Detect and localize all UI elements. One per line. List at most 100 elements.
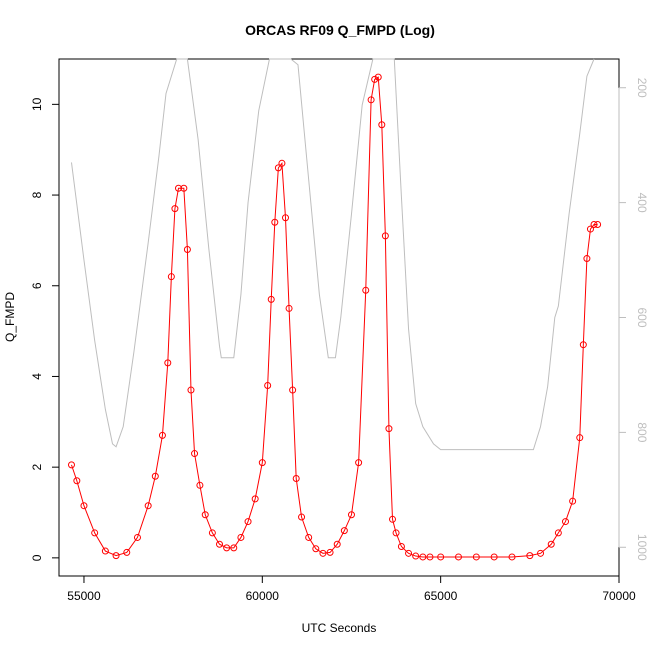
q-fmpd-point	[554, 529, 562, 537]
q-fmpd-point	[590, 221, 598, 229]
plot-frame	[58, 58, 620, 577]
y-tick-label: 10	[30, 97, 44, 111]
q-fmpd-point	[576, 434, 584, 442]
q-fmpd-point	[180, 184, 188, 192]
y2-tick-label: 800	[635, 422, 649, 442]
q-fmpd-point	[274, 164, 282, 172]
q-fmpd-point	[454, 553, 462, 561]
q-fmpd-point	[381, 232, 389, 240]
q-fmpd-point	[579, 341, 587, 349]
q-fmpd-point	[223, 544, 231, 552]
q-fmpd-point	[371, 75, 379, 83]
q-fmpd-series	[67, 73, 602, 561]
q-fmpd-point	[405, 549, 413, 557]
q-fmpd-point	[333, 540, 341, 548]
x-tick-label: 65000	[424, 589, 458, 603]
q-fmpd-point	[385, 425, 393, 433]
y-tick-label: 0	[30, 554, 44, 561]
q-fmpd-point	[374, 73, 382, 81]
q-fmpd-point	[187, 386, 195, 394]
pressure-series-line	[70, 58, 595, 451]
q-fmpd-point	[101, 547, 109, 555]
q-fmpd-point	[112, 552, 120, 560]
q-fmpd-point	[326, 548, 334, 556]
pressure-line	[70, 58, 595, 451]
q-fmpd-point	[583, 255, 591, 263]
q-fmpd-point	[278, 159, 286, 167]
q-fmpd-point	[285, 304, 293, 312]
q-fmpd-point	[133, 533, 141, 541]
q-fmpd-point	[208, 529, 216, 537]
y-tick-label: 2	[30, 464, 44, 471]
q-fmpd-point	[123, 548, 131, 556]
q-fmpd-point	[547, 540, 555, 548]
chart-title: ORCAS RF09 Q_FMPD (Log)	[245, 22, 435, 38]
q-fmpd-point	[73, 477, 81, 485]
y-tick-label: 4	[30, 373, 44, 380]
q-fmpd-point	[569, 497, 577, 505]
q-fmpd-point	[419, 553, 427, 561]
q-fmpd-point	[151, 472, 159, 480]
q-fmpd-point	[230, 544, 238, 552]
q-fmpd-point	[426, 553, 434, 561]
q-fmpd-point	[196, 481, 204, 489]
q-fmpd-point	[312, 545, 320, 553]
q-fmpd-point	[167, 273, 175, 281]
q-fmpd-point	[91, 529, 99, 537]
q-fmpd-point	[183, 245, 191, 253]
q-fmpd-point	[537, 549, 545, 557]
q-fmpd-point	[378, 121, 386, 129]
q-fmpd-point	[67, 461, 75, 469]
q-fmpd-point	[258, 459, 266, 467]
q-fmpd-point	[201, 511, 209, 519]
x-tick-label: 60000	[246, 589, 280, 603]
q-fmpd-point	[80, 502, 88, 510]
y-axis-label: Q_FMPD	[3, 292, 17, 342]
q-fmpd-point	[171, 205, 179, 213]
q-fmpd-point	[472, 553, 480, 561]
x-tick-label: 55000	[67, 589, 101, 603]
q-fmpd-point	[397, 543, 405, 551]
y-tick-label: 8	[30, 191, 44, 198]
y2-tick-label: 200	[635, 78, 649, 98]
q-fmpd-point	[216, 540, 224, 548]
q-fmpd-point	[586, 225, 594, 233]
y-axis-left: 0 2 4 6 8 10	[30, 97, 60, 561]
y-tick-label: 6	[30, 282, 44, 289]
q-fmpd-point	[389, 515, 397, 523]
q-fmpd-point	[244, 518, 252, 526]
q-fmpd-point	[355, 459, 363, 467]
q-fmpd-point	[437, 553, 445, 561]
q-fmpd-point	[367, 96, 375, 104]
q-fmpd-point	[158, 431, 166, 439]
q-fmpd-point	[174, 184, 182, 192]
q-fmpd-point	[561, 518, 569, 526]
q-fmpd-point	[281, 214, 289, 222]
y-axis-right: 200 400 600 800 1000	[618, 78, 649, 561]
q-fmpd-point	[267, 295, 275, 303]
q-fmpd-point	[594, 221, 602, 229]
q-fmpd-point	[237, 533, 245, 541]
q-fmpd-point	[362, 286, 370, 294]
q-fmpd-point	[289, 386, 297, 394]
x-axis-label: UTC Seconds	[302, 621, 377, 635]
x-tick-label: 70000	[602, 589, 636, 603]
q-fmpd-point	[251, 495, 259, 503]
q-fmpd-point	[271, 218, 279, 226]
q-fmpd-point	[292, 474, 300, 482]
q-fmpd-point	[264, 382, 272, 390]
q-fmpd-point	[347, 511, 355, 519]
q-fmpd-point	[490, 553, 498, 561]
q-fmpd-point	[298, 513, 306, 521]
q-fmpd-point	[164, 359, 172, 367]
q-fmpd-point	[526, 552, 534, 560]
q-fmpd-point	[319, 549, 327, 557]
q-fmpd-point	[392, 529, 400, 537]
y2-tick-label: 600	[635, 307, 649, 327]
q-fmpd-point	[191, 450, 199, 458]
q-fmpd-line	[71, 76, 598, 558]
q-fmpd-point	[144, 502, 152, 510]
q-fmpd-point	[412, 552, 420, 560]
q-fmpd-point	[305, 533, 313, 541]
